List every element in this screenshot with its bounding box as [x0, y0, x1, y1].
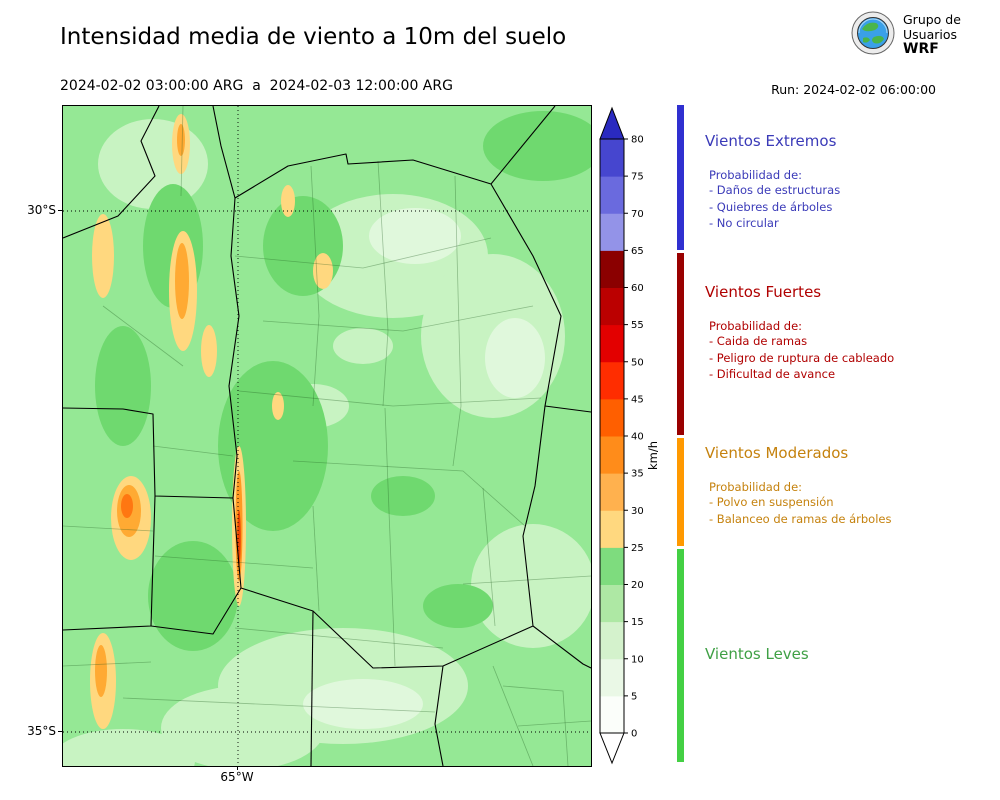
- legend-title-fuertes: Vientos Fuertes: [705, 283, 822, 301]
- legend-subtitle-extremos: Probabilidad de:: [709, 168, 803, 182]
- legend-item: - Balanceo de ramas de árboles: [709, 511, 892, 526]
- svg-text:45: 45: [631, 394, 644, 405]
- legend-color-strip: [677, 105, 684, 762]
- svg-text:35: 35: [631, 469, 644, 480]
- wind-intensity-map: [51, 105, 603, 793]
- lon-tickmark-65w: [237, 766, 238, 770]
- logo-text-line2: Usuarios: [903, 27, 958, 42]
- legend-item: - Peligro de ruptura de cableado: [709, 350, 895, 365]
- colorbar-unit-label: km/h: [646, 440, 660, 470]
- svg-text:25: 25: [631, 543, 644, 554]
- map-frame: [51, 105, 603, 793]
- legend-title-extremos: Vientos Extremos: [705, 132, 837, 150]
- svg-text:60: 60: [631, 283, 644, 294]
- legend-subtitle-moderados: Probabilidad de:: [709, 480, 803, 494]
- legend-section-extremos: Vientos Extremos Probabilidad de: - Daño…: [705, 132, 995, 232]
- legend-item: - Caida de ramas: [709, 334, 808, 348]
- legend-strip-fuertes: [677, 253, 684, 435]
- svg-text:30: 30: [631, 506, 644, 517]
- svg-text:50: 50: [631, 357, 644, 368]
- svg-text:70: 70: [631, 209, 644, 220]
- model-run-label: Run: 2024-02-02 06:00:00: [771, 82, 936, 97]
- svg-text:55: 55: [631, 320, 644, 331]
- globe-icon: [850, 10, 896, 60]
- legend-section-moderados: Vientos Moderados Probabilidad de: - Pol…: [705, 444, 995, 527]
- svg-text:20: 20: [631, 580, 644, 591]
- svg-text:15: 15: [631, 617, 644, 628]
- legend-section-leves: Vientos Leves: [705, 645, 995, 663]
- svg-text:80: 80: [631, 135, 644, 146]
- svg-text:65: 65: [631, 246, 644, 257]
- svg-text:0: 0: [631, 729, 637, 740]
- lon-tick-65w: 65°W: [220, 770, 254, 784]
- forecast-date-range: 2024-02-02 03:00:00 ARG a 2024-02-03 12:…: [60, 78, 453, 94]
- legend-section-fuertes: Vientos Fuertes Probabilidad de: - Caida…: [705, 283, 995, 383]
- svg-text:5: 5: [631, 691, 637, 702]
- legend-strip-leves: [677, 549, 684, 762]
- legend-item: - Polvo en suspensión: [709, 495, 834, 509]
- lat-tickmark-35s: [58, 731, 62, 732]
- svg-text:10: 10: [631, 654, 644, 665]
- lat-tick-30s: 30°S: [27, 203, 56, 217]
- legend-item: - Daños de estructuras: [709, 183, 841, 197]
- logo-text-wrf: WRF: [903, 41, 939, 57]
- legend-title-leves: Vientos Leves: [705, 645, 809, 663]
- svg-text:40: 40: [631, 432, 644, 443]
- legend-subtitle-fuertes: Probabilidad de:: [709, 319, 803, 333]
- legend-item: - No circular: [709, 216, 779, 230]
- svg-text:75: 75: [631, 172, 644, 183]
- legend-item: - Dificultad de avance: [709, 367, 836, 381]
- lat-tick-35s: 35°S: [27, 724, 56, 738]
- logo-text-line1: Grupo de: [903, 12, 961, 27]
- legend-item: - Quiebres de árboles: [709, 199, 833, 214]
- legend-strip-extremos: [677, 105, 684, 250]
- lat-tickmark-30s: [58, 210, 62, 211]
- page-title: Intensidad media de viento a 10m del sue…: [60, 24, 567, 50]
- legend-title-moderados: Vientos Moderados: [705, 444, 849, 462]
- colorbar: 0 5 10 15 20 25 30 35 40 45 50 55 60 65 70 75 80: [598, 105, 668, 771]
- wrf-users-group-logo: Grupo de Usuarios WRF: [850, 10, 961, 60]
- legend-strip-moderados: [677, 438, 684, 546]
